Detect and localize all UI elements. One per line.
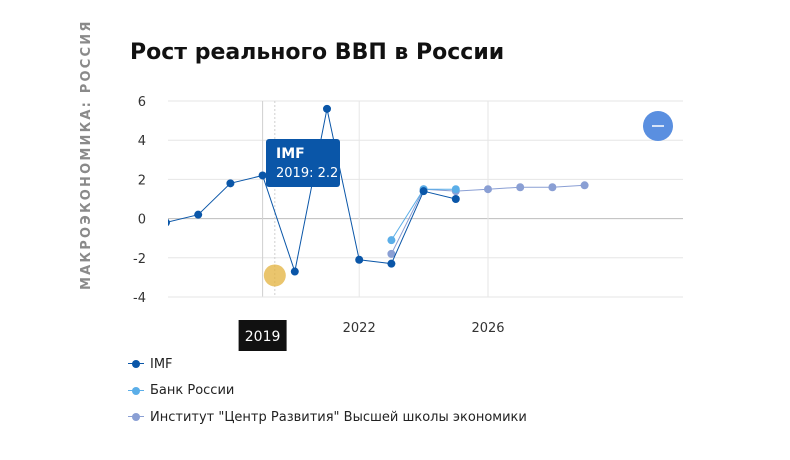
legend-label: Банк России bbox=[150, 383, 235, 398]
data-point[interactable] bbox=[419, 187, 428, 196]
data-point[interactable] bbox=[355, 255, 364, 264]
data-point[interactable] bbox=[451, 195, 460, 203]
x-tick-label: 2026 bbox=[471, 321, 504, 336]
legend-swatch-dot bbox=[132, 386, 140, 395]
y-tick-label: 0 bbox=[138, 213, 146, 228]
x-tick-label: 2022 bbox=[343, 321, 376, 336]
legend-swatch-icon bbox=[128, 412, 144, 422]
data-point[interactable] bbox=[387, 259, 396, 268]
data-point[interactable] bbox=[387, 236, 396, 245]
data-point[interactable] bbox=[580, 181, 589, 190]
legend-swatch-icon bbox=[128, 386, 144, 396]
data-point[interactable] bbox=[226, 179, 235, 188]
tooltip-box bbox=[266, 139, 340, 187]
legend-swatch-dot bbox=[132, 360, 140, 368]
legend: IMF Банк России Институт "Центр Развития" … bbox=[128, 355, 527, 435]
data-point[interactable] bbox=[194, 210, 203, 219]
y-tick-label: 4 bbox=[138, 134, 146, 149]
y-tick-label: -2 bbox=[133, 252, 146, 267]
legend-item[interactable]: Банк России bbox=[128, 382, 527, 400]
data-point[interactable] bbox=[516, 183, 525, 192]
y-tick-label: -4 bbox=[133, 291, 146, 306]
data-point[interactable] bbox=[162, 219, 170, 227]
legend-item[interactable]: IMF bbox=[128, 355, 527, 373]
hover-marker bbox=[263, 264, 286, 287]
y-tick-label: 6 bbox=[138, 95, 146, 110]
legend-swatch-icon bbox=[128, 359, 144, 369]
series-0 bbox=[162, 104, 460, 276]
y-tick-label: 2 bbox=[138, 173, 146, 188]
crosshair-label-box bbox=[238, 320, 287, 351]
data-point[interactable] bbox=[323, 104, 331, 113]
tooltip-value: 2019: 2.2 bbox=[276, 166, 338, 181]
legend-label: Институт "Центр Развития" Высшей школы э… bbox=[150, 409, 527, 425]
series-line bbox=[168, 108, 456, 274]
data-point[interactable] bbox=[484, 185, 492, 194]
data-point[interactable] bbox=[548, 183, 557, 192]
chart-title: Рост реального ВВП в России bbox=[130, 40, 505, 65]
data-point[interactable] bbox=[387, 249, 396, 258]
legend-label: IMF bbox=[150, 356, 173, 372]
data-point[interactable] bbox=[258, 171, 267, 180]
legend-swatch-dot bbox=[132, 413, 140, 421]
data-point[interactable] bbox=[451, 185, 460, 194]
crosshair-label: 2019 bbox=[245, 329, 281, 345]
tooltip-series: IMF bbox=[276, 146, 305, 162]
legend-item[interactable]: Институт "Центр Развития" Высшей школы э… bbox=[128, 408, 527, 426]
data-point[interactable] bbox=[290, 267, 299, 276]
